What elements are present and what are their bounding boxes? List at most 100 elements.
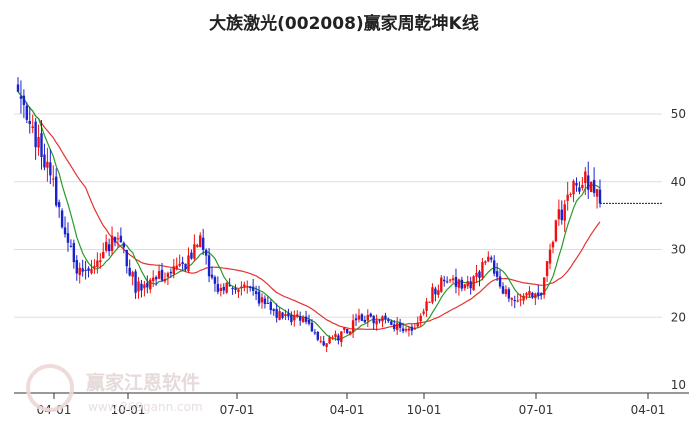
candle-body xyxy=(37,136,40,148)
candle-body xyxy=(213,277,217,284)
candle-body xyxy=(287,313,290,317)
candle-body xyxy=(269,301,272,311)
candle-body xyxy=(125,250,128,267)
candle-body xyxy=(457,279,461,288)
candle-body xyxy=(472,276,475,291)
candle-body xyxy=(40,133,43,157)
ma-slow-line xyxy=(17,91,601,330)
candle-body xyxy=(55,176,58,206)
candle-body xyxy=(407,328,411,331)
candle-body xyxy=(160,269,164,281)
candle-body xyxy=(216,284,220,292)
candle-body xyxy=(107,244,111,252)
candle-body xyxy=(492,260,496,274)
candle-body xyxy=(69,245,73,247)
candle-body xyxy=(428,301,431,303)
candle-body xyxy=(16,84,20,92)
candle-body xyxy=(381,316,384,322)
grid-lines xyxy=(14,113,662,318)
candle-body xyxy=(331,337,334,339)
candle-body xyxy=(257,291,261,304)
candle-body xyxy=(490,257,493,260)
candle-body xyxy=(451,278,455,281)
candle-body xyxy=(393,324,396,330)
x-tick-label: 07-01 xyxy=(519,403,554,417)
candle-body xyxy=(504,289,508,295)
candle-body xyxy=(272,309,275,311)
chart-title: 大族激光(002008)赢家周乾坤K线 xyxy=(209,13,479,34)
moving-averages xyxy=(17,91,601,341)
candle-body xyxy=(102,251,105,259)
candle-body xyxy=(149,279,152,290)
candle-body xyxy=(260,297,264,303)
candle-body xyxy=(284,314,287,317)
candle-body xyxy=(466,281,469,287)
candle-body xyxy=(293,315,296,321)
candle-body xyxy=(190,252,193,259)
candle-body xyxy=(243,284,246,287)
candle-body xyxy=(290,314,293,322)
candle-body xyxy=(542,277,546,295)
candle-body xyxy=(96,260,99,267)
candle-body xyxy=(237,289,240,292)
candle-body xyxy=(181,262,184,265)
candle-body xyxy=(110,235,114,252)
candle-body xyxy=(78,267,81,275)
candle-body xyxy=(222,286,225,291)
candle-body xyxy=(366,314,369,321)
candle-body xyxy=(346,328,349,334)
candle-body xyxy=(178,263,181,266)
candle-body xyxy=(251,286,255,291)
candle-body xyxy=(157,271,161,279)
x-tick-label: 04-01 xyxy=(631,403,666,417)
candle-body xyxy=(152,277,155,282)
candle-body xyxy=(319,340,322,342)
candle-body xyxy=(140,283,143,291)
candle-body xyxy=(522,295,525,301)
candle-body xyxy=(460,279,464,289)
candle-body xyxy=(301,316,305,323)
candle-body xyxy=(572,180,575,195)
watermark-url: www.369gann.com xyxy=(88,400,203,414)
candle-body xyxy=(201,237,205,250)
y-axis-ticks: 10 20 30 40 50 xyxy=(671,107,686,392)
candle-body xyxy=(534,293,537,299)
candle-body xyxy=(581,185,584,188)
candle-body xyxy=(443,279,446,282)
candle-body xyxy=(278,311,281,320)
candle-body xyxy=(304,316,308,322)
y-tick-label: 40 xyxy=(671,175,686,189)
candle-body xyxy=(128,267,131,276)
candle-body xyxy=(113,236,117,243)
candle-body xyxy=(322,341,325,346)
candle-body xyxy=(340,331,343,343)
candle-body xyxy=(487,256,490,262)
candle-body xyxy=(66,233,70,243)
candle-body xyxy=(375,320,378,325)
candle-body xyxy=(343,327,346,330)
candle-body xyxy=(425,301,428,311)
candle-body xyxy=(475,272,478,277)
candle-body xyxy=(351,320,355,333)
candle-body xyxy=(228,285,231,287)
candle-body xyxy=(416,322,419,327)
candle-body xyxy=(154,277,158,280)
candle-body xyxy=(387,319,390,322)
x-tick-label: 10-01 xyxy=(111,403,146,417)
candle-body xyxy=(378,320,381,322)
candle-body xyxy=(225,282,228,293)
candle-body xyxy=(52,178,55,180)
candle-body xyxy=(440,277,443,292)
candle-body xyxy=(548,249,552,264)
candle-body xyxy=(31,126,34,128)
candle-body xyxy=(60,210,64,228)
candle-body xyxy=(434,288,437,295)
candle-body xyxy=(175,265,178,269)
candle-body xyxy=(598,189,602,204)
candle-body xyxy=(210,274,214,278)
y-tick-label: 50 xyxy=(671,107,686,121)
candle-body xyxy=(90,268,93,274)
candle-body xyxy=(187,255,190,272)
candle-body xyxy=(199,235,202,248)
candle-body xyxy=(557,209,561,220)
